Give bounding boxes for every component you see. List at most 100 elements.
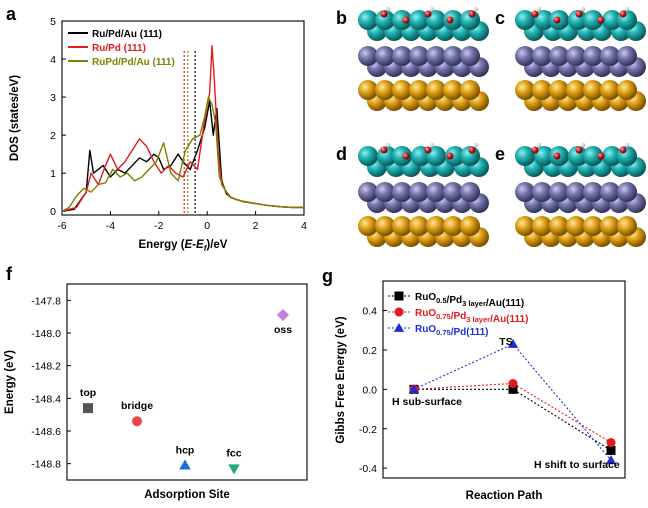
gibbs-point [606,438,616,448]
oxygen-atom [531,10,539,18]
panel-label-d: d [336,144,347,164]
atom-sphere [566,216,586,236]
atom-sphere [515,182,535,202]
adsorption-y-tick-label: -147.8 [31,295,61,307]
site-label: fcc [226,448,241,460]
oxygen-atom [446,152,454,160]
atom-sphere [358,216,378,236]
atom-sphere [568,146,588,166]
hydrogen-atom [536,6,542,12]
atom-sphere [443,182,463,202]
atom-sphere [426,46,446,66]
atom-sphere [617,46,637,66]
atom-sphere [392,182,412,202]
adsorption-x-axis-label: Adsorption Site [144,489,230,501]
hydrogen-atom [429,142,435,148]
atom-sphere [515,80,535,100]
gibbs-y-tick-label: 0.0 [362,384,377,396]
site-label: top [80,387,96,399]
gibbs-legend-label: RuO0.75/Pd(111) [415,324,489,338]
atom-sphere [566,80,586,100]
adsorption-y-axis-label: Energy (eV) [4,350,16,414]
h-shift-annotation: H shift to surface [534,459,620,471]
adsorption-y-tick-label: -148.6 [31,426,61,438]
oxygen-atom [575,146,583,154]
gibbs-legend-marker [394,307,404,317]
adsorption-plot-frame [66,283,308,481]
structure-renders [358,6,646,247]
gibbs-y-tick-label: 0.2 [362,345,377,357]
slab-structure [515,142,646,247]
hydrogen-atom [580,142,586,148]
panel-label-c: c [495,8,505,28]
site-label: hcp [176,444,195,456]
atom-sphere [409,216,429,236]
dos-x-tick-label: 0 [204,220,210,232]
gibbs-y-tick-label: -0.2 [359,424,377,436]
oxygen-atom [553,152,561,160]
hydrogen-atom [473,6,479,12]
oxygen-atom [380,10,388,18]
atom-sphere [460,80,480,100]
site-marker-top [83,403,93,414]
atom-sphere [566,182,586,202]
dos-y-tick-label: 0 [50,206,56,218]
gibbs-point [605,455,617,465]
atom-sphere [583,80,603,100]
atom-sphere [549,182,569,202]
oxygen-atom [597,16,605,24]
oxygen-atom [402,152,410,160]
atom-sphere [617,216,637,236]
dos-y-tick-label: 3 [50,92,56,104]
oxygen-atom [424,10,432,18]
atom-sphere [583,146,603,166]
atom-sphere [583,10,603,30]
site-marker-fcc [228,464,240,475]
atom-sphere [583,216,603,236]
gibbs-point [507,338,519,348]
oxygen-atom [597,152,605,160]
hydrogen-atom [624,6,630,12]
site-marker-hcp [179,459,191,470]
atom-sphere [392,46,412,66]
panel-label-b: b [336,8,347,28]
atom-sphere [617,182,637,202]
atom-sphere [600,46,620,66]
atom-sphere [534,146,554,166]
atom-sphere [532,182,552,202]
atom-sphere [460,182,480,202]
dos-x-tick-label: 2 [253,220,259,232]
adsorption-y-tick-label: -148.0 [31,328,61,340]
atom-sphere [392,10,412,30]
oxygen-atom [619,10,627,18]
atom-sphere [532,46,552,66]
atom-sphere [443,216,463,236]
dos-x-tick-label: 4 [301,220,307,232]
atom-sphere [409,46,429,66]
atom-sphere [600,216,620,236]
atom-sphere [617,80,637,100]
atom-sphere [460,46,480,66]
hydrogen-atom [429,6,435,12]
gibbs-y-tick-label: -0.4 [359,463,377,475]
atom-sphere [443,46,463,66]
gibbs-legend-marker [393,322,405,332]
gibbs-legend-label: RuO0.5/Pd3 layer/Au(111) [415,292,524,309]
atom-sphere [549,80,569,100]
atom-sphere [375,216,395,236]
gibbs-point [508,384,518,394]
atom-sphere [392,216,412,236]
site-label: bridge [121,400,153,412]
oxygen-atom [380,146,388,154]
atom-sphere [392,146,412,166]
slab-structure [358,6,489,111]
panel-label-e: e [495,144,505,164]
atom-sphere [426,216,446,236]
adsorption-y-tick-label: -148.8 [31,459,61,471]
panel-label-a: a [6,4,17,24]
atom-sphere [532,80,552,100]
slab-structure [358,142,489,247]
atom-sphere [600,182,620,202]
